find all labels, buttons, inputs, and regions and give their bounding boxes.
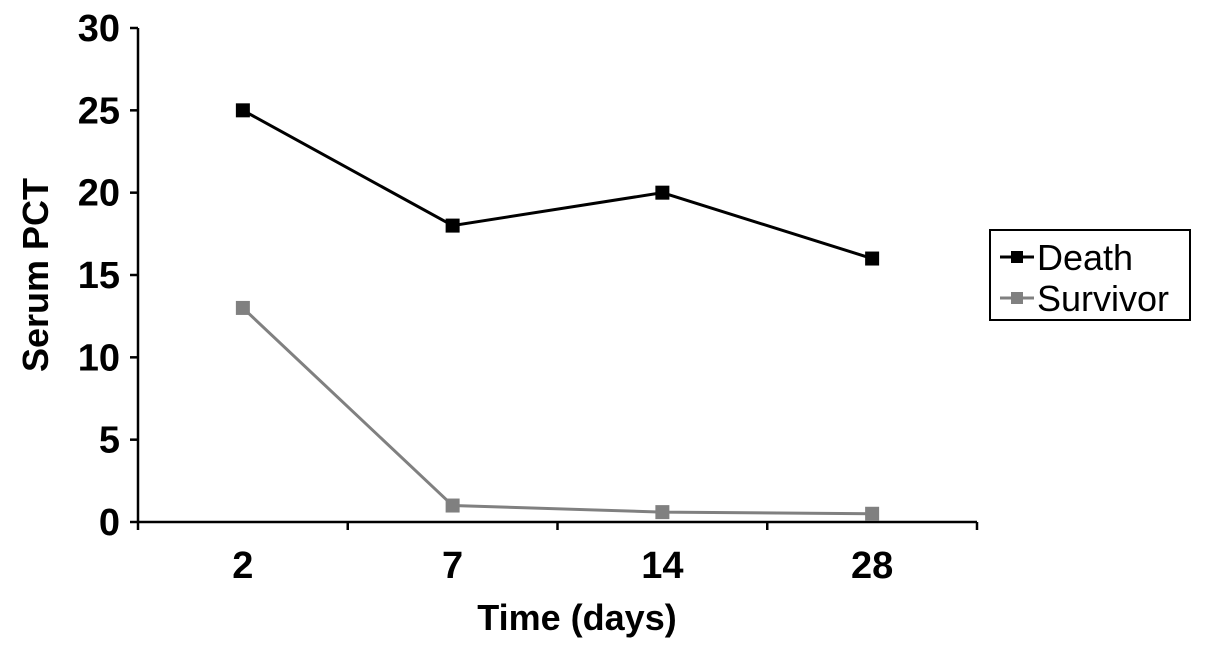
x-tick-label: 7 xyxy=(442,545,463,587)
x-tick-label: 14 xyxy=(641,545,683,587)
data-point-survivor xyxy=(235,300,250,315)
y-tick-label: 15 xyxy=(78,255,120,297)
data-point-death xyxy=(865,251,880,266)
x-tick-label: 28 xyxy=(851,545,893,587)
legend: Death Survivor xyxy=(989,229,1191,321)
y-ticks: 0 5 10 15 20 25 30 xyxy=(78,8,138,544)
legend-marker-death xyxy=(1011,251,1023,263)
legend-label-survivor: Survivor xyxy=(1037,278,1169,319)
data-point-death xyxy=(445,218,460,233)
data-point-death xyxy=(235,103,250,118)
y-tick-label: 10 xyxy=(78,337,120,379)
y-tick-label: 20 xyxy=(78,173,120,215)
x-tick-label: 2 xyxy=(232,545,253,587)
data-point-survivor xyxy=(655,505,670,520)
y-tick-label: 0 xyxy=(99,502,120,544)
x-axis-title: Time (days) xyxy=(477,597,676,638)
axes xyxy=(136,28,977,524)
series-line-death xyxy=(242,109,873,260)
x-ticks: 2 7 14 28 xyxy=(136,522,979,587)
legend-box xyxy=(989,229,1191,321)
legend-label-death: Death xyxy=(1037,237,1133,278)
y-axis-title: Serum PCT xyxy=(15,178,56,372)
y-tick-label: 30 xyxy=(78,8,120,50)
data-point-survivor xyxy=(865,506,880,521)
y-tick-label: 5 xyxy=(99,420,120,462)
legend-marker-survivor xyxy=(1011,292,1023,304)
series-line-survivor xyxy=(241,306,873,516)
series-layer xyxy=(235,103,880,521)
y-tick-label: 25 xyxy=(78,90,120,132)
data-point-survivor xyxy=(445,498,460,513)
data-point-death xyxy=(655,185,670,200)
